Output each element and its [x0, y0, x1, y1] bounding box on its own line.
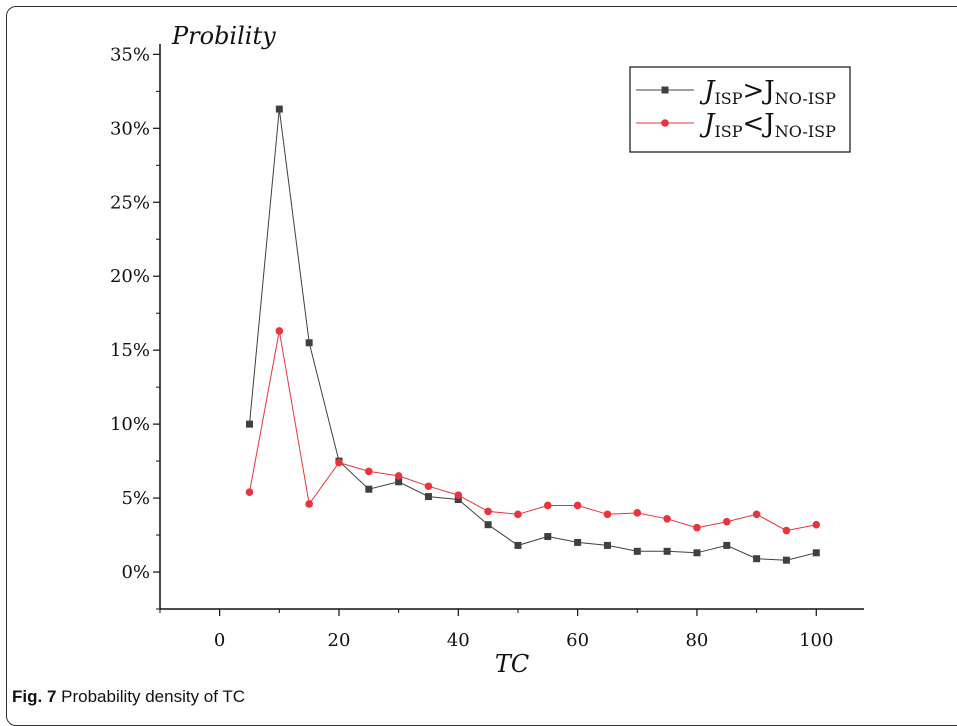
- y-tick-label: 10%: [110, 414, 150, 435]
- caption-label: Fig. 7: [12, 687, 57, 706]
- data-point: [394, 472, 403, 480]
- data-point: [365, 485, 373, 493]
- y-tick-label: 25%: [110, 192, 150, 213]
- data-point: [633, 509, 642, 517]
- x-tick-label: 60: [566, 630, 589, 651]
- data-point: [812, 549, 820, 557]
- data-point: [603, 541, 611, 549]
- series-2: [245, 327, 821, 535]
- data-point: [305, 339, 313, 347]
- data-point: [663, 514, 671, 523]
- y-tick-label: 30%: [110, 118, 150, 139]
- data-point: [782, 556, 790, 564]
- x-tick-label: 80: [685, 630, 708, 651]
- legend-item-2: JISP<JNO-ISP: [636, 109, 836, 141]
- legend-label: JISP>JNO-ISP: [699, 76, 836, 108]
- y-axis-title: Probility: [171, 22, 276, 50]
- figure-caption: Fig. 7 Probability density of TC: [12, 687, 245, 707]
- data-point: [544, 533, 552, 541]
- data-point: [722, 517, 731, 526]
- data-point: [603, 510, 612, 519]
- data-point: [424, 482, 433, 491]
- data-point: [514, 541, 522, 549]
- data-point: [365, 467, 373, 476]
- data-point: [484, 507, 492, 516]
- data-point: [693, 523, 701, 532]
- data-point: [723, 541, 731, 549]
- legend-marker: [661, 86, 669, 94]
- y-tick-label: 0%: [121, 562, 150, 583]
- data-point: [633, 547, 641, 555]
- x-tick-label: 0: [214, 630, 225, 651]
- series-1: [245, 105, 820, 564]
- legend-box: [629, 66, 851, 153]
- data-point: [543, 501, 552, 510]
- y-tick-label: 5%: [121, 488, 150, 509]
- data-point: [812, 520, 821, 529]
- y-tick-label: 35%: [110, 44, 150, 65]
- data-point: [693, 549, 701, 557]
- axes: [159, 44, 864, 610]
- x-tick-label: 20: [328, 630, 351, 651]
- y-tick-label: 15%: [110, 340, 150, 361]
- data-point: [245, 420, 253, 428]
- x-axis-title: TC: [495, 650, 529, 678]
- legend-item-1: JISP>JNO-ISP: [636, 76, 836, 108]
- data-point: [275, 105, 283, 113]
- data-point: [424, 493, 432, 501]
- data-point: [752, 510, 761, 519]
- data-point: [484, 521, 492, 529]
- data-point: [573, 501, 582, 510]
- series-line: [249, 330, 817, 532]
- axis-ticks: 0% 5% 10% 15% 20% 25% 30% 35% 0 20 40 60 80 100: [110, 44, 833, 651]
- data-point: [782, 526, 791, 535]
- data-point: [395, 478, 403, 486]
- data-point: [753, 555, 761, 563]
- data-point: [454, 491, 463, 499]
- data-point: [245, 488, 254, 496]
- data-point: [514, 510, 522, 519]
- series-line: [249, 109, 817, 561]
- series-layer: [245, 105, 821, 564]
- data-point: [305, 500, 313, 508]
- x-tick-label: 100: [799, 630, 833, 651]
- data-point: [335, 458, 343, 467]
- data-point: [454, 496, 462, 504]
- caption-text: Probability density of TC: [56, 687, 246, 706]
- data-point: [663, 547, 671, 555]
- data-point: [275, 327, 284, 335]
- legend-label: JISP<JNO-ISP: [699, 109, 836, 141]
- x-tick-label: 40: [447, 630, 470, 651]
- legend-marker: [661, 119, 669, 127]
- y-tick-label: 20%: [110, 266, 150, 287]
- data-point: [574, 538, 582, 546]
